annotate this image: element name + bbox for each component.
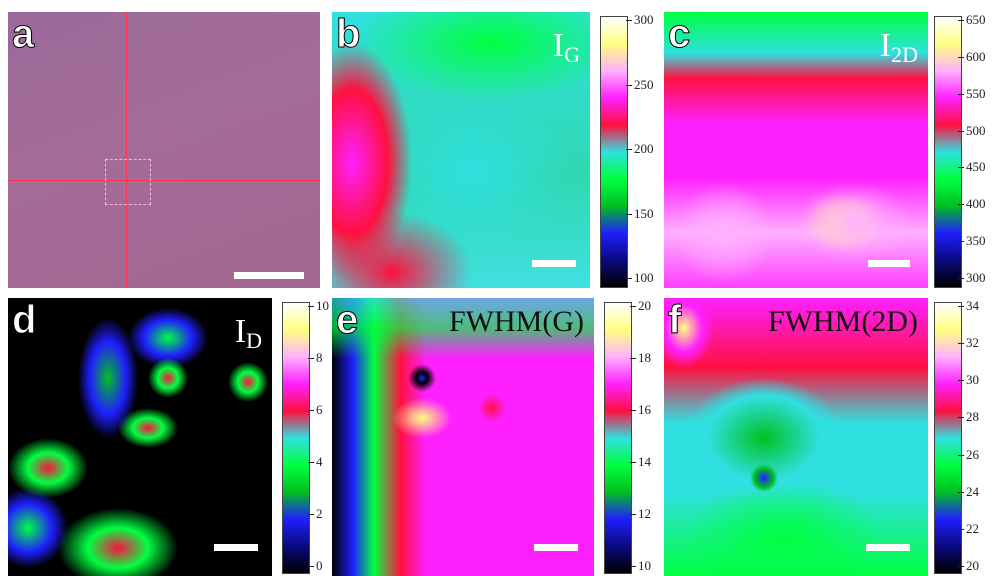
fwhm-g-top-region [332,298,594,358]
colorbar-tick-label: 200 [626,141,654,156]
colorbar-tick-label: 450 [958,159,986,175]
colorbar-tick-label: 100 [626,270,654,285]
colorbar-tick-label: 600 [958,48,986,64]
panel-title-d: ID [234,313,262,353]
colorbar-c [934,16,962,288]
colorbar-tick-label: 16 [630,402,651,417]
colorbar-tick-label: 10 [630,558,651,573]
colorbar-tick-label: 300 [626,12,654,27]
colorbar-tick-label: 8 [308,350,323,365]
colorbar-tick-label: 250 [626,76,654,92]
crosshair-horizontal [8,180,320,181]
panel-c-i2d-map: c I2D [664,12,928,288]
colorbar-tick-label: 22 [958,520,979,536]
colorbar-tick-label: 32 [958,335,979,351]
colorbar-b [600,16,628,288]
scalebar [532,260,576,267]
colorbar-tick-label: 20 [958,558,979,573]
scalebar [234,272,304,279]
scalebar [214,544,258,551]
colorbar-tick-label: 34 [958,298,979,313]
colorbar-tick-label: 4 [308,454,323,469]
colorbar-tick-label: 12 [630,506,651,521]
panel-label-e: e [335,298,359,343]
panel-label-d: d [11,298,37,343]
colorbar-tick-label: 500 [958,122,986,138]
scalebar [866,544,910,551]
panel-label-c: c [667,12,691,57]
mapping-region-box [105,159,151,205]
colorbar-f [934,302,962,574]
colorbar-tick-label: 0 [308,558,323,573]
panel-title-e: FWHM(G) [449,305,584,338]
panel-label-b: b [335,12,361,57]
panel-a-optical-image: a [8,12,320,288]
panel-title-c: I2D [879,27,918,67]
colorbar-tick-label: 26 [958,446,979,462]
colorbar-tick-label: 14 [630,454,651,469]
crosshair-vertical [126,12,127,288]
colorbar-tick-label: 18 [630,350,651,365]
colorbar-tick-label: 28 [958,409,979,425]
colorbar-d [282,302,310,574]
colorbar-tick-label: 350 [958,233,986,249]
panel-d-id-map: d ID [8,298,272,576]
scalebar [868,260,910,267]
colorbar-tick-label: 300 [958,270,986,285]
colorbar-e [604,302,632,574]
panel-b-ig-map: b IG [332,12,590,288]
panel-title-b: IG [552,27,580,67]
colorbar-tick-label: 150 [626,205,654,221]
panel-label-f: f [667,298,682,343]
panel-e-fwhm-g-map: e FWHM(G) [332,298,594,576]
colorbar-tick-label: 2 [308,506,323,521]
panel-title-f: FWHM(2D) [768,305,918,338]
colorbar-tick-label: 6 [308,402,323,417]
colorbar-tick-label: 30 [958,372,979,388]
colorbar-tick-label: 20 [630,298,651,313]
colorbar-tick-label: 10 [308,298,329,313]
scalebar [534,544,578,551]
colorbar-tick-label: 400 [958,196,986,212]
panel-f-fwhm-2d-map: f FWHM(2D) [664,298,928,576]
colorbar-tick-label: 24 [958,483,979,499]
colorbar-tick-label: 650 [958,12,986,27]
colorbar-tick-label: 550 [958,85,986,101]
panel-label-a: a [11,12,35,57]
